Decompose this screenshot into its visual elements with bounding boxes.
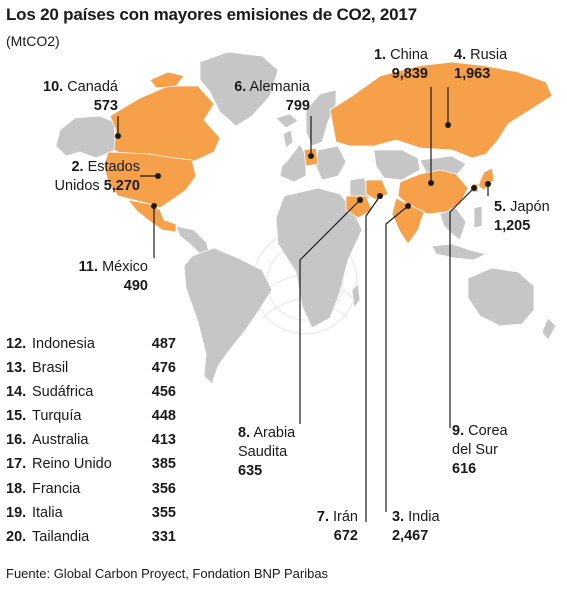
marker-dot-canada [115,133,121,139]
ranking-rank: 17. [6,456,27,473]
country-japan [477,167,495,191]
ranking-country: Brasil [32,360,69,377]
country-russia [329,61,553,159]
leader-line-south-korea [449,187,475,428]
ranking-rank: 12. [6,336,27,352]
ranking-row: 15. Turquía 448 [6,408,176,432]
ranking-rank: 15. [6,408,27,425]
marker-dot-russia [445,122,451,128]
ranking-row: 13. Brasil 476 [6,360,176,384]
australia [467,267,535,327]
label-india: 3. India 2,467 [392,509,440,544]
iceland [275,113,299,129]
ranking-country: Francia [32,480,81,497]
uk [282,129,294,149]
southeast-asia [439,207,467,241]
label-usa: 2. Estados Unidos 5,270 [54,159,140,194]
marker-dot-india [405,203,411,209]
marker-dot-mexico [151,203,157,209]
scandinavia [305,89,337,147]
label-saudi-arabia: 8. Arabia Saudita 635 [238,425,296,479]
highlighted-countries [103,61,553,245]
western-europe [279,143,307,183]
label-china: 1. China 9,839 [373,47,428,82]
leader-lines [115,87,491,522]
eastern-europe [315,145,347,181]
new-zealand [541,317,557,341]
ranking-country: Tailandia [32,528,90,545]
marker-dot-china [428,180,434,186]
country-saudi-arabia [345,195,373,219]
greenland [199,51,279,127]
chart-title: Los 20 países con mayores emisiones de C… [6,5,417,24]
ranking-rank: 20. [6,528,27,545]
ranking-value: 448 [151,408,176,425]
ranking-value: 385 [151,456,176,473]
ranking-rank: 16. [6,432,27,449]
ranking-row: 17. Reino Unido 385 [6,456,176,480]
central-asia [373,149,421,181]
label-germany: 6. Alemania 799 [234,79,310,114]
marker-dot-saudi-arabia [357,197,363,203]
ranking-row: 18. Francia 356 [6,481,176,505]
unit-subtitle: (MtCO2) [6,33,60,49]
philippines [473,205,483,229]
ranking-country: Australia [32,432,89,449]
ranking-value: 413 [151,432,176,449]
country-usa [103,151,197,209]
marker-dot-iran [377,193,383,199]
marker-dot-japan [485,181,491,187]
ranking-value: 355 [151,504,176,521]
label-russia: 4. Rusia 1,963 [454,47,508,82]
ranking-value: 487 [151,336,176,352]
ranking-list: 12. Indonesia 487 13. Brasil 476 14. Sudáfrica 4… [6,336,176,553]
leader-line-iran [365,195,381,522]
alaska [55,115,117,159]
ranking-country: Reino Unido [32,456,112,473]
ranking-country: Italia [32,504,63,521]
madagascar [351,283,361,310]
ranking-rank: 19. [6,504,27,521]
world-landmass [55,51,557,385]
ranking-row: 16. Australia 413 [6,432,176,456]
country-canada-islands [149,71,185,89]
label-mexico: 11. México 490 [78,259,148,294]
ranking-value: 356 [151,480,176,497]
label-south-korea: 9. Corea del Sur 616 [452,423,508,477]
marker-dot-germany [308,153,314,159]
ranking-row: 20. Tailandia 331 [6,529,176,553]
label-iran: 7. Irán 672 [316,509,358,544]
ranking-value: 456 [151,384,176,401]
marker-dot-south-korea [471,185,477,191]
ranking-row: 14. Sudáfrica 456 [6,384,176,408]
leader-line-india [385,205,409,512]
africa [275,187,363,329]
indonesia [431,243,488,261]
label-japan: 5. Japón 1,205 [494,199,550,234]
ranking-country: Sudáfrica [32,384,94,401]
ranking-row: 19. Italia 355 [6,505,176,529]
leader-line-saudi-arabia [299,199,361,424]
ranking-value: 476 [151,360,176,377]
source-note: Fuente: Global Carbon Proyect, Fondation… [6,566,329,581]
marker-dot-usa [155,173,161,179]
country-canada [109,85,221,163]
ranking-country: Turquía [32,408,82,425]
ranking-rank: 14. [6,384,27,401]
ranking-value: 331 [151,528,176,545]
ranking-rank: 18. [6,480,27,497]
label-canada: 10. Canadá 573 [43,79,118,114]
ranking-row: 12. Indonesia 487 [6,336,176,360]
country-india [391,197,425,245]
south-america [183,247,273,385]
ranking-rank: 13. [6,360,27,377]
ranking-country: Indonesia [32,336,95,352]
